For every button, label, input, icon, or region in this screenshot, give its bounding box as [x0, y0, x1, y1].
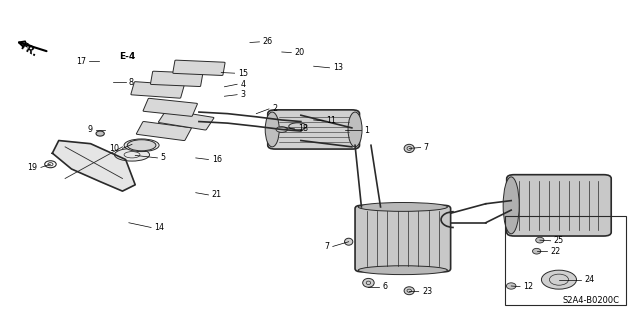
FancyBboxPatch shape [507, 175, 611, 236]
Text: 4: 4 [241, 80, 245, 89]
Text: 6: 6 [383, 282, 387, 292]
Text: 3: 3 [241, 90, 245, 99]
Ellipse shape [358, 203, 447, 211]
Ellipse shape [532, 249, 541, 254]
Ellipse shape [127, 140, 156, 151]
Text: 2: 2 [272, 104, 277, 113]
Text: S2A4-B0200C: S2A4-B0200C [563, 296, 620, 305]
Text: FR.: FR. [19, 41, 39, 58]
Ellipse shape [503, 177, 519, 234]
Ellipse shape [404, 144, 414, 152]
FancyBboxPatch shape [131, 82, 184, 98]
Text: 18: 18 [298, 124, 308, 133]
Ellipse shape [96, 131, 104, 136]
Text: 11: 11 [326, 116, 337, 125]
Text: 25: 25 [554, 236, 564, 245]
Text: 10: 10 [109, 144, 119, 153]
Ellipse shape [506, 283, 516, 289]
FancyBboxPatch shape [136, 122, 191, 141]
FancyBboxPatch shape [159, 110, 214, 130]
Text: 21: 21 [212, 190, 222, 199]
FancyBboxPatch shape [173, 60, 225, 76]
FancyBboxPatch shape [150, 71, 203, 86]
FancyBboxPatch shape [143, 98, 197, 116]
Text: 12: 12 [524, 282, 533, 291]
FancyBboxPatch shape [268, 110, 360, 149]
Text: 7: 7 [324, 242, 330, 251]
Text: 24: 24 [584, 275, 595, 284]
Polygon shape [52, 141, 135, 191]
Ellipse shape [276, 127, 287, 132]
Ellipse shape [344, 238, 353, 245]
Text: 23: 23 [422, 287, 432, 296]
Text: 1: 1 [365, 126, 370, 135]
Ellipse shape [265, 112, 279, 147]
Text: 19: 19 [28, 163, 38, 172]
Text: 9: 9 [88, 125, 93, 134]
Text: 17: 17 [76, 57, 86, 66]
Text: 20: 20 [294, 48, 305, 57]
Ellipse shape [536, 237, 544, 243]
Ellipse shape [363, 278, 374, 287]
Ellipse shape [348, 112, 362, 147]
Text: 14: 14 [154, 223, 164, 232]
Ellipse shape [124, 139, 159, 152]
Ellipse shape [404, 287, 414, 295]
Text: E-4: E-4 [119, 52, 136, 61]
Text: 5: 5 [161, 153, 166, 162]
FancyBboxPatch shape [355, 205, 451, 272]
Text: 7: 7 [424, 143, 429, 152]
Text: 16: 16 [212, 155, 221, 164]
Text: 13: 13 [333, 63, 343, 72]
Ellipse shape [115, 148, 150, 161]
Text: 8: 8 [129, 78, 134, 86]
Text: 15: 15 [238, 69, 248, 78]
Text: 22: 22 [550, 247, 560, 256]
Bar [505, 216, 626, 305]
Ellipse shape [358, 266, 447, 275]
Ellipse shape [541, 270, 577, 289]
Text: 26: 26 [262, 37, 273, 46]
